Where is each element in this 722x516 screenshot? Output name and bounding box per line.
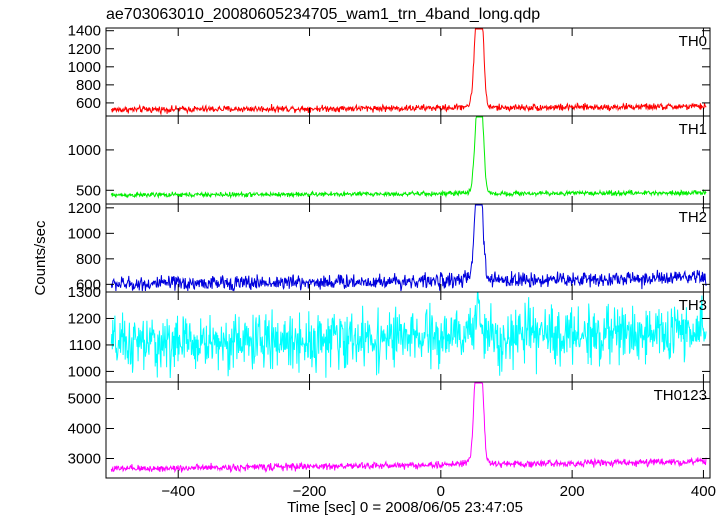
x-tick-label: −200 (293, 483, 327, 500)
panel-frame (105, 27, 711, 117)
x-tick-label: 200 (560, 483, 585, 500)
panel-th3: 1000 1100 1200 1300 TH3 (68, 284, 711, 383)
panels-group: 600800100012001400TH05001000TH1600800100… (68, 23, 716, 500)
series-line-th0 (110, 28, 707, 116)
panel-label: TH0 (679, 33, 707, 50)
y-tick-label: 1200 (68, 310, 101, 327)
y-tick-label: 1000 (68, 363, 101, 380)
panel-th0123: 3000 4000 5000 TH0123 (68, 381, 711, 479)
y-tick-label: 1000 (68, 59, 101, 76)
y-tick-label: 800 (76, 251, 101, 268)
panel-label: TH0123 (654, 387, 707, 404)
y-tick-label: 800 (76, 77, 101, 94)
y-tick-label: 4000 (68, 421, 101, 438)
y-tick-label: 1000 (68, 142, 101, 159)
y-tick-label: 1000 (68, 225, 101, 242)
y-tick-label: 3000 (68, 451, 101, 468)
panel-frame (105, 115, 711, 205)
series-line-th2 (110, 204, 707, 292)
panel-frame (105, 203, 711, 293)
y-tick-label: 600 (76, 276, 101, 293)
x-tick-label: 0 (437, 483, 445, 500)
y-tick-label: 5000 (68, 391, 101, 408)
y-tick-label: 1200 (68, 41, 101, 58)
y-tick-label: 600 (76, 95, 101, 112)
series-line-th3 (110, 292, 707, 379)
panel-label: TH1 (679, 121, 707, 138)
x-axis-label: Time [sec] 0 = 2008/06/05 23:47:05 (287, 499, 523, 516)
y-tick-label: 1100 (69, 337, 101, 354)
x-tick-label: 400 (691, 483, 716, 500)
y-tick-label: 1400 (68, 23, 101, 40)
panel-th1: 500 1000 TH1 (68, 115, 711, 205)
chart-title: ae703063010_20080605234705_wam1_trn_4ban… (106, 6, 540, 23)
series-line-th0123 (110, 382, 707, 474)
y-tick-label: 1300 (68, 284, 101, 301)
y-tick-label: 500 (76, 182, 101, 199)
panel-label: TH2 (679, 209, 707, 226)
x-tick-label: −400 (161, 483, 195, 500)
series-line-th1 (110, 116, 707, 200)
panel-label: TH3 (679, 297, 707, 314)
y-axis-label: Counts/sec (32, 220, 49, 296)
panel-th2: 600 800 1000 1200 TH2 (68, 200, 711, 293)
panel-frame (105, 381, 711, 479)
y-tick-label: 1200 (68, 200, 101, 217)
